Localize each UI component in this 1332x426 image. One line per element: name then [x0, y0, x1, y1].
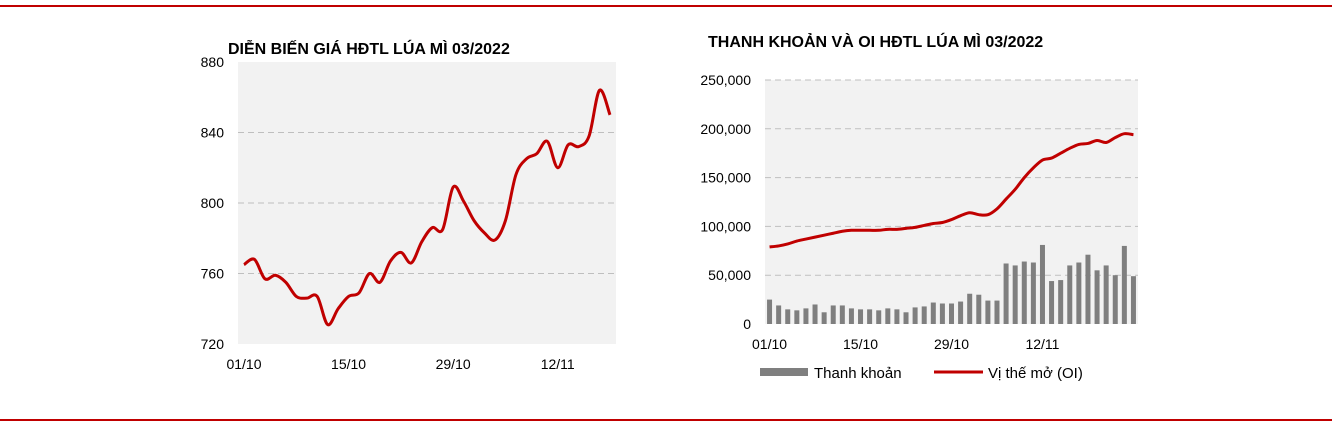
volume-bar	[812, 304, 818, 324]
volume-bar	[858, 309, 864, 324]
volume-bar	[1049, 281, 1055, 324]
y-tick-label: 880	[201, 54, 225, 70]
y-tick-label: 720	[201, 336, 225, 352]
volume-bar	[767, 299, 773, 324]
x-tick-label: 29/10	[436, 356, 471, 372]
volume-bar	[785, 309, 791, 324]
volume-bar	[1030, 262, 1036, 324]
y-tick-label: 50,000	[708, 267, 751, 283]
volume-bar	[848, 308, 854, 324]
volume-bar	[839, 305, 845, 324]
volume-bar	[885, 308, 891, 324]
volume-bar	[894, 309, 900, 324]
price-line	[243, 88, 612, 327]
volume-bar	[776, 305, 782, 324]
volume-bar	[830, 305, 836, 324]
price-y-ticks: 880 840 800 760 720	[201, 54, 225, 352]
volume-bar	[821, 312, 827, 324]
volume-oi-gridlines	[765, 79, 1138, 276]
y-tick-label: 760	[201, 266, 225, 282]
volume-bar	[1067, 265, 1073, 324]
x-tick-label: 01/10	[226, 356, 261, 372]
volume-oi-chart-title: THANH KHOẢN VÀ OI HĐTL LÚA MÌ 03/2022	[708, 32, 1043, 51]
x-tick-label: 12/11	[541, 356, 575, 372]
volume-bar	[930, 302, 936, 324]
x-tick-label: 15/10	[843, 336, 878, 352]
oi-line	[769, 132, 1134, 249]
volume-bar	[912, 307, 918, 324]
volume-bar	[958, 301, 964, 324]
volume-bar	[1085, 254, 1091, 324]
y-tick-label: 800	[201, 195, 225, 211]
volume-bar	[976, 294, 982, 324]
price-x-ticks: 01/10 15/10 29/10 12/11	[226, 356, 574, 372]
volume-bar	[1058, 280, 1064, 324]
legend-label-volume: Thanh khoản	[814, 365, 902, 382]
volume-bar	[967, 293, 973, 324]
volume-bar	[1121, 245, 1127, 324]
volume-oi-y-ticks: 250,000 200,000 150,000 100,000 50,000 0	[700, 72, 751, 332]
volume-bar	[1003, 263, 1009, 324]
y-tick-label: 250,000	[700, 72, 751, 88]
volume-bar	[803, 308, 809, 324]
legend: Thanh khoản Vị thế mở (OI)	[760, 365, 1083, 382]
y-tick-label: 840	[201, 125, 225, 141]
volume-oi-plot-area	[765, 80, 1138, 324]
y-tick-label: 150,000	[700, 170, 751, 186]
volume-bar	[1076, 262, 1082, 324]
x-tick-label: 29/10	[934, 336, 969, 352]
price-chart: DIỄN BIẾN GIÁ HĐTL LÚA MÌ 03/2022 880 840…	[201, 39, 616, 372]
volume-bar	[1103, 265, 1109, 324]
volume-bar	[1012, 265, 1018, 324]
volume-bar	[1021, 261, 1027, 324]
price-chart-title: DIỄN BIẾN GIÁ HĐTL LÚA MÌ 03/2022	[228, 39, 510, 58]
volume-bar	[1094, 270, 1100, 324]
y-tick-label: 100,000	[700, 218, 751, 234]
x-tick-label: 01/10	[752, 336, 787, 352]
x-tick-label: 12/11	[1025, 336, 1059, 352]
volume-bar	[794, 310, 800, 324]
y-tick-label: 0	[743, 316, 751, 332]
volume-bar	[948, 303, 955, 324]
bottom-rule	[0, 419, 1332, 421]
volume-bar	[1039, 244, 1045, 324]
price-gridlines	[238, 132, 616, 274]
volume-bar	[985, 300, 991, 324]
volume-bar	[903, 312, 909, 324]
top-rule	[0, 5, 1332, 7]
x-tick-label: 15/10	[331, 356, 366, 372]
volume-bar	[1130, 276, 1136, 324]
volume-bar	[1112, 275, 1118, 324]
legend-label-oi: Vị thế mở (OI)	[988, 365, 1083, 382]
volume-bars	[767, 244, 1136, 324]
volume-bar	[867, 309, 873, 324]
legend-swatch-volume	[760, 368, 808, 376]
volume-bar	[876, 310, 882, 324]
volume-bar	[939, 303, 945, 324]
y-tick-label: 200,000	[700, 121, 751, 137]
volume-bar	[921, 306, 927, 324]
volume-bar	[994, 300, 1000, 324]
volume-oi-chart: THANH KHOẢN VÀ OI HĐTL LÚA MÌ 03/2022 25…	[700, 32, 1138, 382]
volume-oi-x-ticks: 01/10 15/10 29/10 12/11	[752, 336, 1060, 352]
